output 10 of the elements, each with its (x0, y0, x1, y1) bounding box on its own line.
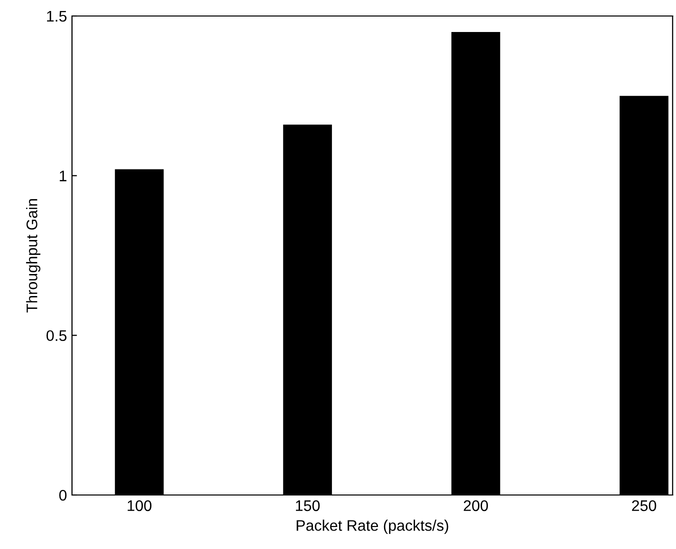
y-tick-label: 1.5 (47, 11, 66, 22)
x-tick-label: 150 (296, 500, 320, 512)
y-tick-label: 0.5 (46, 330, 66, 342)
x-tick-label: 100 (128, 500, 152, 512)
x-axis-title: Packet Rate (packts/s) (296, 520, 448, 534)
x-tick-label: 250 (632, 500, 656, 512)
y-tick-label: 1 (60, 170, 66, 182)
y-axis-title: Throughput Gain (26, 199, 40, 312)
y-tick-label: 0 (59, 490, 67, 501)
x-tick-label: 200 (464, 500, 488, 512)
